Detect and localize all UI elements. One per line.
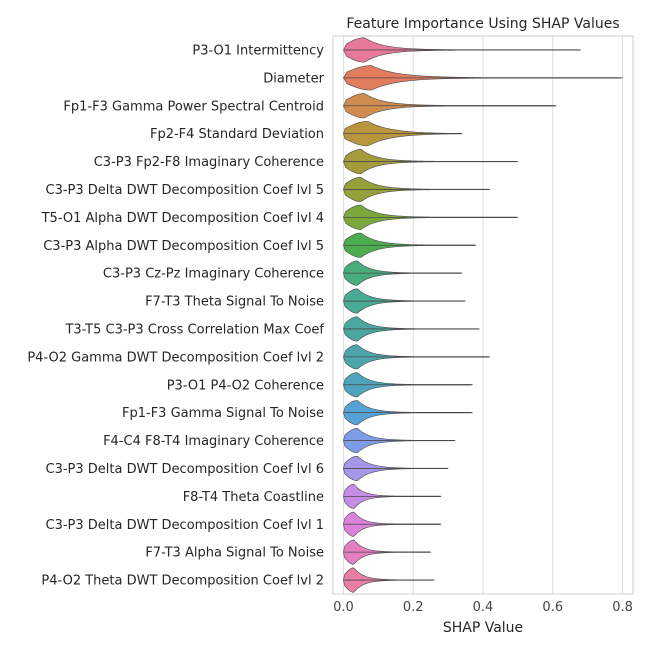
grid-lines <box>342 36 624 594</box>
feature-label: P3-O1 P4-O2 Coherence <box>167 378 324 393</box>
feature-label: F7-T3 Alpha Signal To Noise <box>145 546 324 561</box>
feature-label: C3-P3 Delta DWT Decomposition Coef lvl 6 <box>46 462 325 477</box>
feature-label: C3-P3 Delta DWT Decomposition Coef lvl 1 <box>46 518 325 533</box>
x-axis-title: SHAP Value <box>443 620 523 636</box>
feature-label: P4-O2 Gamma DWT Decomposition Coef lvl 2 <box>27 350 324 365</box>
x-tick-label: 0.2 <box>403 600 424 615</box>
plot-frame <box>332 35 634 595</box>
feature-label: T3-T5 C3-P3 Cross Correlation Max Coef <box>64 322 324 337</box>
feature-label: Fp2-F4 Standard Deviation <box>150 127 324 142</box>
chart-title: Feature Importance Using SHAP Values <box>346 16 619 32</box>
feature-label: Fp1-F3 Gamma Signal To Noise <box>122 406 324 421</box>
x-tick-label: 0.8 <box>612 600 633 615</box>
feature-label: F7-T3 Theta Signal To Noise <box>145 295 324 310</box>
feature-label: T5-O1 Alpha DWT Decomposition Coef lvl 4 <box>41 211 324 226</box>
feature-label: Fp1-F3 Gamma Power Spectral Centroid <box>63 99 324 114</box>
feature-label: P4-O2 Theta DWT Decomposition Coef lvl 2 <box>41 574 324 589</box>
x-tick-label: 0.4 <box>473 600 494 615</box>
feature-label: Diameter <box>263 71 324 86</box>
feature-label: C3-P3 Fp2-F8 Imaginary Coherence <box>94 155 324 170</box>
feature-label: F8-T4 Theta Coastline <box>183 490 324 505</box>
feature-label: C3-P3 Delta DWT Decomposition Coef lvl 5 <box>46 183 325 198</box>
x-tick-label: 0.0 <box>333 600 354 615</box>
x-tick-labels: 0.0 0.2 0.4 0.6 0.8 <box>333 600 633 615</box>
violin-series <box>343 37 623 593</box>
feature-labels: P3-O1 Intermittency Diameter Fp1-F3 Gamma … <box>27 43 324 588</box>
feature-label: F4-C4 F8-T4 Imaginary Coherence <box>103 434 324 449</box>
feature-label: C3-P3 Alpha DWT Decomposition Coef lvl 5 <box>43 239 324 254</box>
feature-label: P3-O1 Intermittency <box>192 43 324 58</box>
feature-label: C3-P3 Cz-Pz Imaginary Coherence <box>103 267 324 282</box>
x-tick-label: 0.6 <box>542 600 563 615</box>
